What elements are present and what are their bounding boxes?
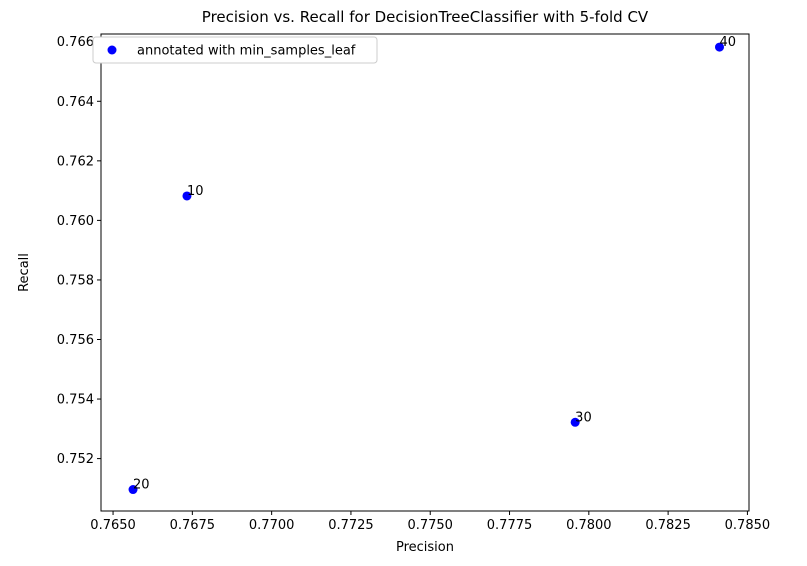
y-tick-label: 0.760	[57, 214, 94, 229]
y-tick-label: 0.766	[57, 35, 94, 50]
legend-box	[92, 36, 378, 64]
y-tick-label: 0.764	[57, 95, 94, 110]
x-tick-label: 0.7650	[90, 518, 136, 533]
point-annotation: 40	[720, 35, 737, 50]
y-axis: 0.752 0.754 0.756 0.758 0.760 0.762 0.764 0.766	[57, 35, 101, 467]
x-tick-label: 0.7775	[487, 518, 533, 533]
x-tick-label: 0.7825	[645, 518, 691, 533]
legend: annotated with min_samples_leaf	[92, 36, 378, 64]
y-axis-label: Recall	[17, 253, 32, 292]
x-tick-label: 0.7675	[170, 518, 216, 533]
x-tick-label: 0.7800	[566, 518, 612, 533]
data-points: 10 20 30 40	[128, 35, 737, 495]
legend-marker	[107, 45, 117, 55]
point-annotation: 20	[133, 478, 150, 493]
point-annotation: 30	[575, 410, 592, 425]
y-tick-label: 0.756	[57, 333, 94, 348]
data-point	[715, 42, 725, 52]
y-tick-label: 0.752	[57, 452, 94, 467]
x-tick-label: 0.7700	[249, 518, 295, 533]
chart-title: Precision vs. Recall for DecisionTreeCla…	[202, 8, 649, 26]
x-tick-label: 0.7850	[725, 518, 771, 533]
x-axis-label: Precision	[396, 540, 454, 555]
plot-frame	[100, 33, 750, 512]
x-axis: 0.7650 0.7675 0.7700 0.7725 0.7750 0.7775 0.78…	[90, 511, 770, 533]
y-tick-label: 0.754	[57, 393, 94, 408]
y-tick-label: 0.758	[57, 273, 94, 288]
data-point	[570, 417, 580, 427]
x-tick-label: 0.7750	[407, 518, 453, 533]
x-tick-label: 0.7725	[328, 518, 374, 533]
data-point	[128, 485, 138, 495]
data-point	[182, 191, 192, 201]
plot-area	[100, 33, 750, 512]
point-annotation: 10	[187, 184, 204, 199]
y-tick-label: 0.762	[57, 154, 94, 169]
legend-label: annotated with min_samples_leaf	[137, 44, 356, 59]
